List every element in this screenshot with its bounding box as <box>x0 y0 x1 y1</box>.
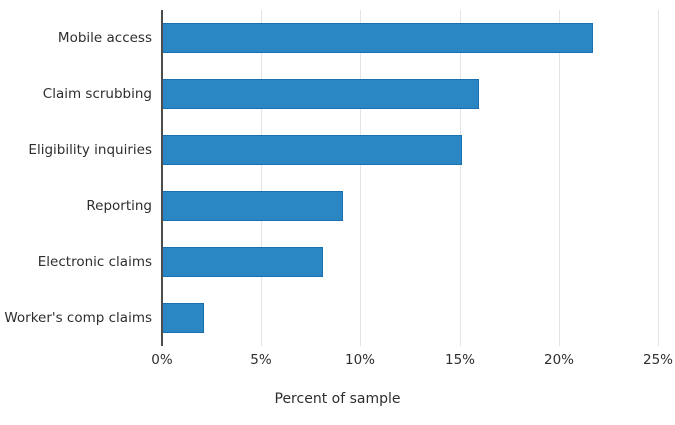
gridline-25 <box>658 10 659 346</box>
bar-worker-s-comp-claims <box>162 303 204 333</box>
gridline-10 <box>360 10 361 346</box>
gridline-15 <box>460 10 461 346</box>
x-tick-label: 25% <box>642 352 673 368</box>
bar-reporting <box>162 191 343 221</box>
x-tick-label: 5% <box>250 352 272 368</box>
gridline-20 <box>559 10 560 346</box>
y-axis-line <box>161 10 163 346</box>
bar-claim-scrubbing <box>162 79 479 109</box>
x-tick-label: 15% <box>444 352 475 368</box>
category-label: Claim scrubbing <box>42 86 152 102</box>
bar-eligibility-inquiries <box>162 135 462 165</box>
plot-area <box>161 10 659 346</box>
bar-mobile-access <box>162 23 593 53</box>
x-axis-title: Percent of sample <box>274 391 401 407</box>
gridline-5 <box>261 10 262 346</box>
category-label: Eligibility inquiries <box>28 142 152 158</box>
x-tick-label: 20% <box>543 352 574 368</box>
category-label: Reporting <box>86 198 152 214</box>
x-tick-label: 0% <box>151 352 173 368</box>
category-label: Electronic claims <box>37 254 152 270</box>
bar-electronic-claims <box>162 247 323 277</box>
category-label: Worker's comp claims <box>4 310 152 326</box>
category-label: Mobile access <box>57 30 152 46</box>
x-tick-label: 10% <box>344 352 375 368</box>
